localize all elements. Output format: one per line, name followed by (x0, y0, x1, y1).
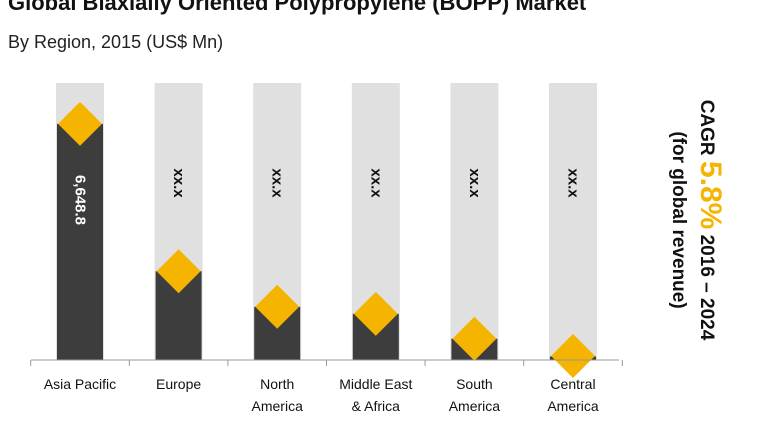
cagr-period: 2016 – 2024 (696, 234, 717, 341)
chart-title: Global Biaxially Oriented Polypropylene … (8, 0, 587, 15)
bar-marker-5 (551, 334, 595, 378)
data-label-1: xx.x (170, 168, 187, 198)
category-label-line2-3: & Africa (352, 398, 400, 414)
bar-0 (57, 123, 103, 361)
bar-marker-4 (452, 316, 497, 361)
data-label-3: xx.x (367, 168, 384, 198)
bar-chart: 6,648.8 Asia Pacific xx.x Europe xx.x North Am… (30, 83, 623, 414)
category-label-3: Middle East (339, 376, 412, 392)
bar-marker-1 (156, 249, 201, 294)
category-label-0: Asia Pacific (44, 376, 116, 392)
category-label-1: Europe (156, 376, 201, 392)
category-label-2: North (260, 376, 294, 392)
bar-marker-2 (255, 284, 300, 329)
category-label-line2-5: America (547, 398, 599, 414)
bar-marker-3 (353, 291, 398, 336)
cagr-note: (for global revenue) (668, 131, 689, 309)
data-label-5: xx.x (565, 168, 582, 198)
category-label-line2-4: America (449, 398, 501, 414)
data-label-0: 6,648.8 (72, 175, 89, 225)
category-label-5: Central (550, 376, 595, 392)
bar-background-5 (549, 83, 597, 360)
data-label-4: xx.x (466, 168, 483, 198)
bar-marker-0 (58, 101, 102, 146)
category-label-4: South (456, 376, 493, 392)
cagr-value: 5.8% (694, 160, 727, 230)
bar-background-4 (450, 83, 499, 360)
category-label-line2-2: America (252, 398, 304, 414)
cagr-prefix: CAGR (696, 99, 717, 156)
chart-subtitle: By Region, 2015 (US$ Mn) (8, 32, 224, 52)
data-label-2: xx.x (269, 168, 286, 198)
